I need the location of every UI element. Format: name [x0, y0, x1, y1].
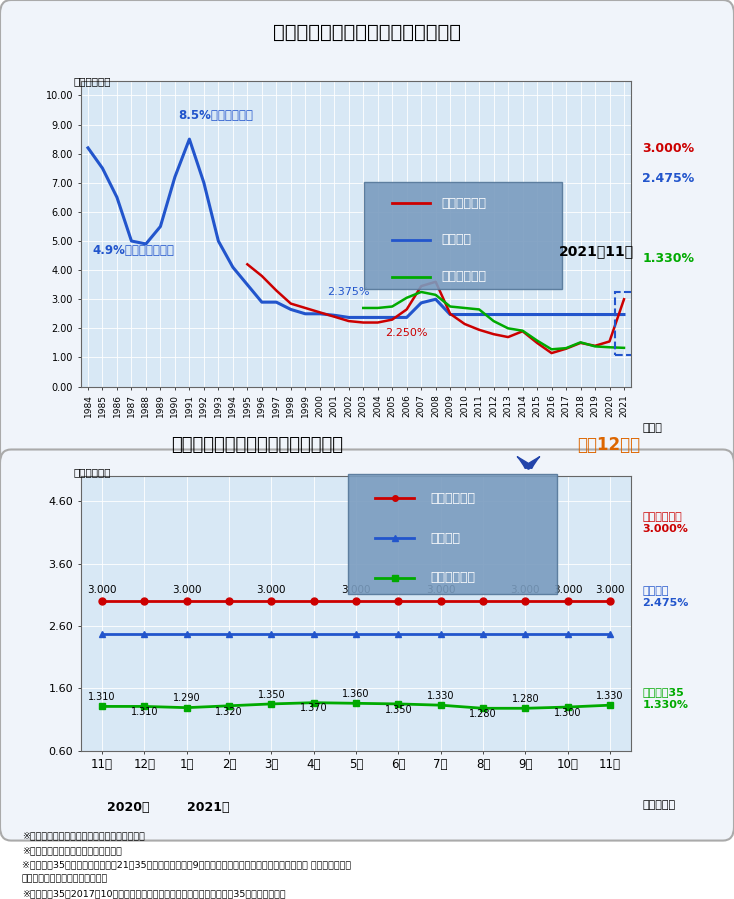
Text: 1.320: 1.320 [215, 707, 243, 717]
Text: ３年固定金利
3.000%: ３年固定金利 3.000% [642, 512, 688, 534]
Text: 3.000%: 3.000% [642, 142, 694, 155]
Text: 3.000: 3.000 [595, 585, 625, 595]
Text: 1.280: 1.280 [469, 709, 497, 719]
FancyBboxPatch shape [364, 182, 562, 289]
Text: 2.475%: 2.475% [642, 173, 694, 185]
Text: 1.290: 1.290 [172, 693, 200, 703]
Text: 3.000: 3.000 [553, 585, 583, 595]
Text: 1.350: 1.350 [385, 705, 413, 715]
Text: 1.360: 1.360 [342, 689, 370, 699]
Text: 変動金利
2.475%: 変動金利 2.475% [642, 586, 688, 609]
Text: 民間金融機関の住宅ローン金利推移: 民間金融機関の住宅ローン金利推移 [171, 436, 343, 454]
Text: 1.330: 1.330 [427, 691, 454, 701]
Text: 2.375%: 2.375% [327, 287, 369, 297]
Text: 1.350: 1.350 [258, 690, 285, 699]
Text: 4.9%（昭和６２年）: 4.9%（昭和６２年） [92, 245, 174, 257]
Text: 3.000: 3.000 [426, 585, 455, 595]
Text: フラット３５: フラット３５ [430, 572, 476, 584]
Text: フラット３５: フラット３５ [441, 270, 487, 283]
Text: 最も多い（最多金利）を表示。: 最も多い（最多金利）を表示。 [22, 875, 109, 884]
Text: 民間金融機関の住宅ローン金利推移: 民間金融機関の住宅ローン金利推移 [273, 22, 461, 41]
Text: 1.300: 1.300 [554, 708, 581, 717]
Text: （年率・％）: （年率・％） [73, 467, 111, 477]
Text: （年）: （年） [642, 423, 662, 433]
Bar [615, 292, 636, 354]
Text: 1.310: 1.310 [88, 692, 116, 702]
Text: 2021年11月: 2021年11月 [559, 245, 634, 259]
Text: ３年固定金利: ３年固定金利 [430, 492, 476, 505]
Text: 8.5%（平成３年）: 8.5%（平成３年） [178, 109, 252, 121]
FancyBboxPatch shape [348, 474, 557, 594]
Text: 1.370: 1.370 [299, 703, 327, 714]
Text: ※主要都市銀行における金利を掲載。: ※主要都市銀行における金利を掲載。 [22, 846, 122, 855]
Text: 変動金利: 変動金利 [430, 531, 460, 545]
Text: 2.250%: 2.250% [385, 328, 427, 339]
Text: ※フラット35の金利は、返済期間21～35年タイプ（融資率9割以下）の金利の内、取り扱い金融機関が 提供する金利で: ※フラット35の金利は、返済期間21～35年タイプ（融資率9割以下）の金利の内、… [22, 860, 351, 869]
Text: 最近12ヶ月: 最近12ヶ月 [578, 436, 641, 454]
Text: 3.000: 3.000 [172, 585, 201, 595]
Text: 3.000: 3.000 [511, 585, 540, 595]
Text: 3.000: 3.000 [257, 585, 286, 595]
Text: 2021年: 2021年 [186, 801, 229, 814]
Text: 変動金利: 変動金利 [441, 234, 471, 246]
Text: フラット35
1.330%: フラット35 1.330% [642, 688, 688, 710]
Text: ※住宅金融支援機構公表のデータを元に作成。: ※住宅金融支援機構公表のデータを元に作成。 [22, 832, 145, 841]
Text: 2020年: 2020年 [107, 801, 150, 814]
Text: 1.280: 1.280 [512, 694, 539, 704]
Text: （年・月）: （年・月） [642, 800, 675, 810]
Text: 1.310: 1.310 [131, 708, 158, 717]
Text: ３年固定金利: ３年固定金利 [441, 197, 487, 209]
Text: （年率・％）: （年率・％） [73, 76, 111, 86]
Text: 1.330: 1.330 [596, 691, 624, 701]
Text: ※フラット35は2017年10月以降、制度改正による機構団信付きフラット35の金利を表示。: ※フラット35は2017年10月以降、制度改正による機構団信付きフラット35の金… [22, 889, 286, 898]
Text: 3.000: 3.000 [87, 585, 117, 595]
Text: 3.000: 3.000 [341, 585, 371, 595]
Text: 1.330%: 1.330% [642, 252, 694, 264]
